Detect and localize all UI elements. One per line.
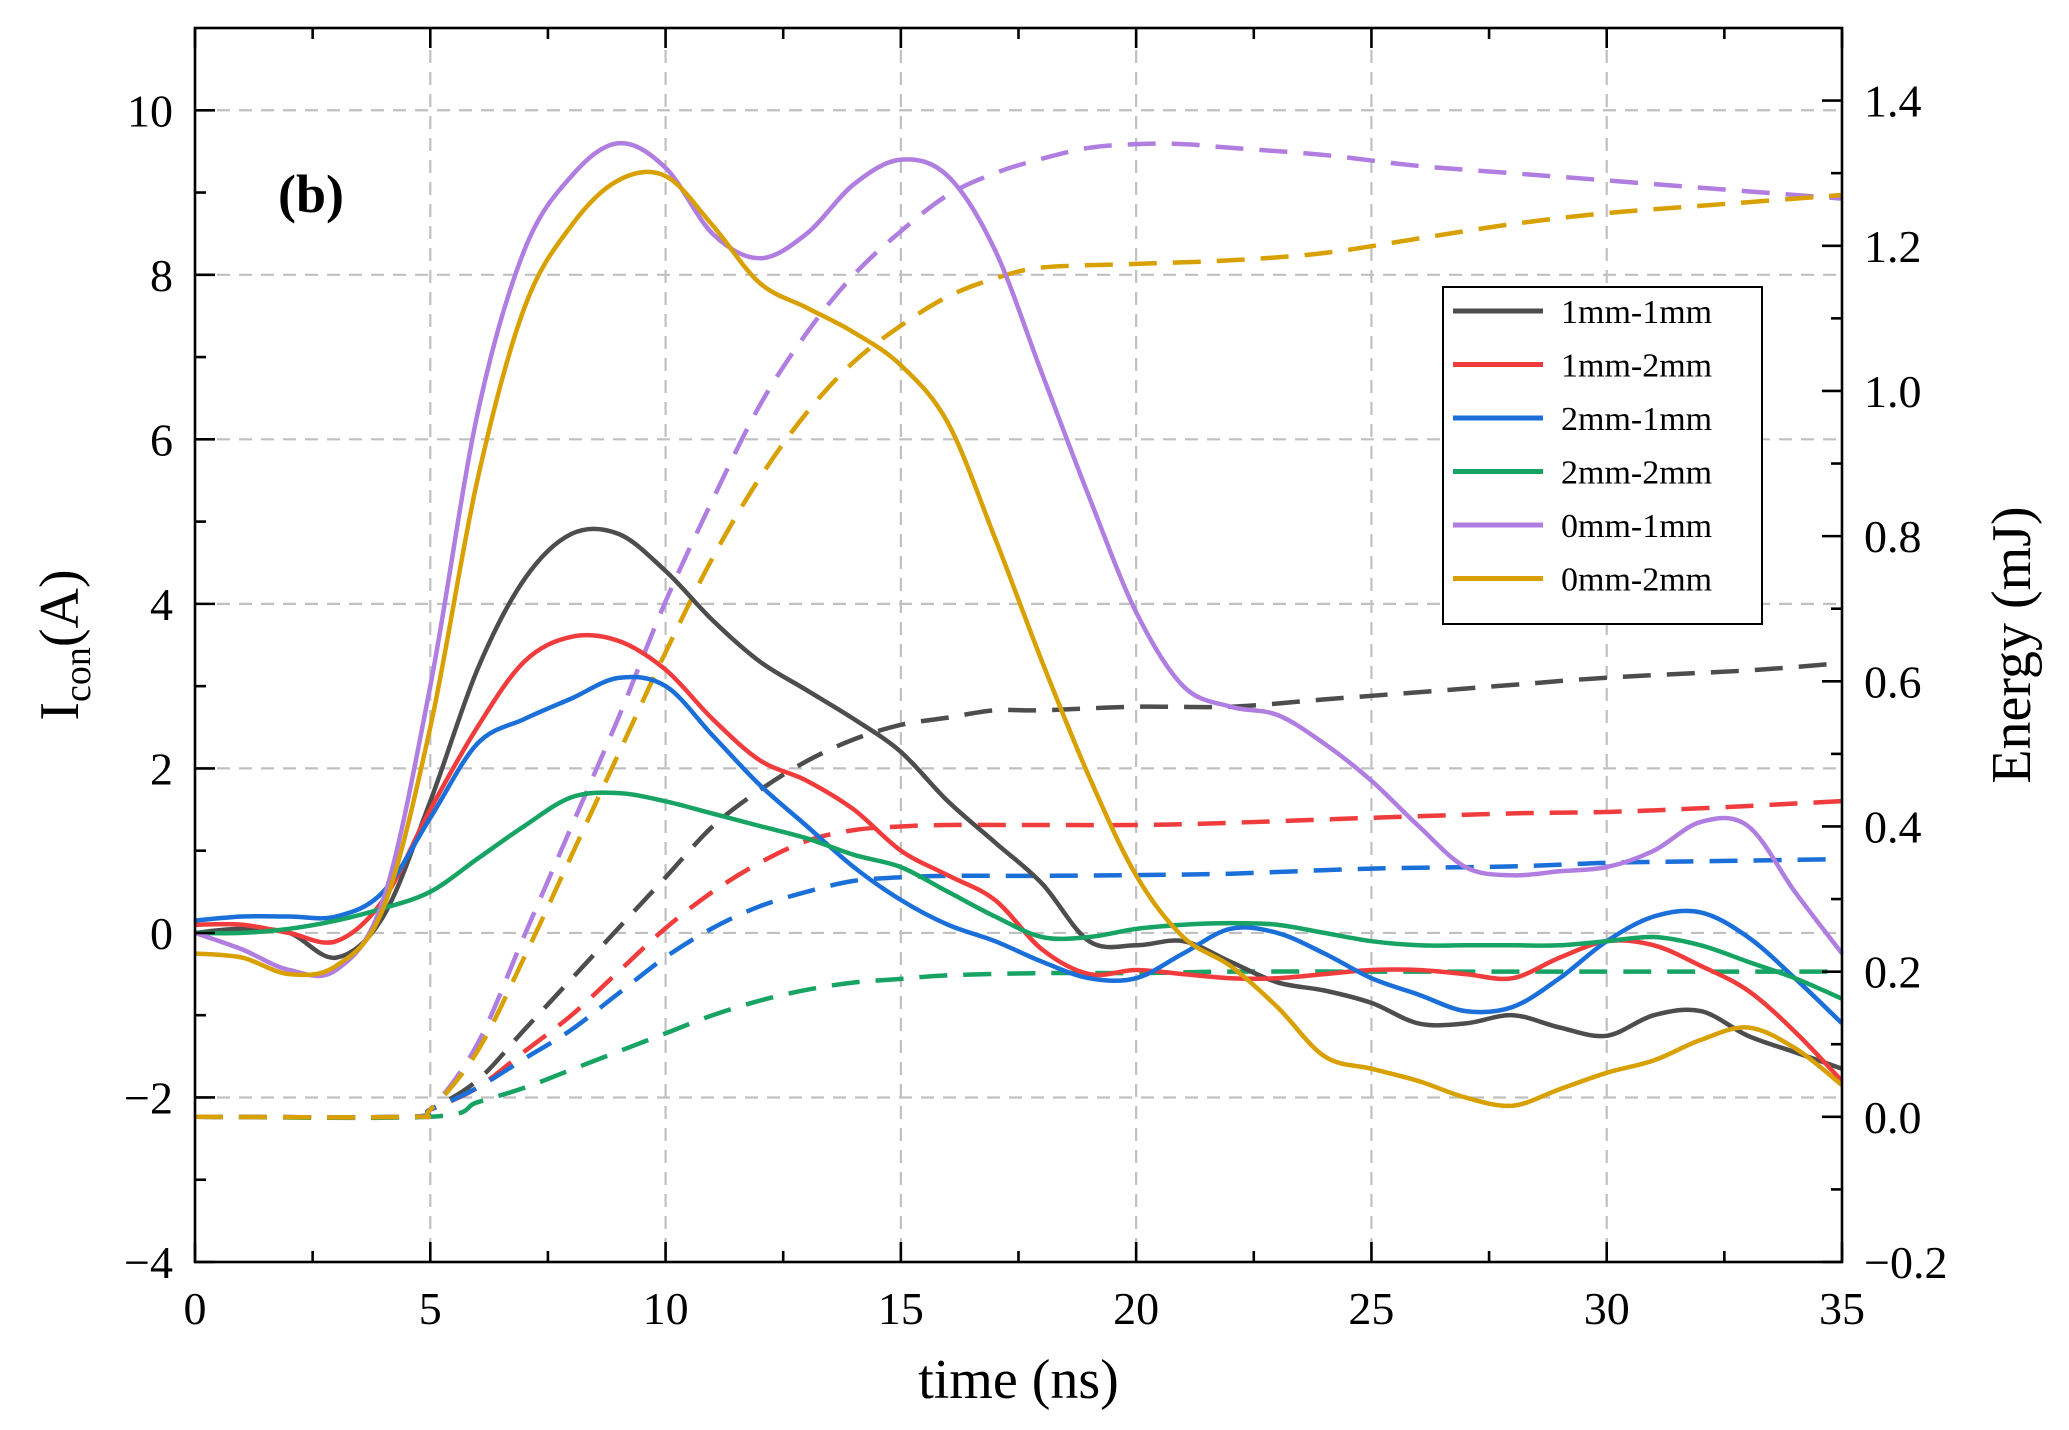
current-series-group (194, 140, 1844, 1109)
current-line-2mm-2mm (194, 790, 1843, 1001)
y-axis-title-unit: (A) (29, 569, 91, 647)
energy-line-1mm-2mm (194, 798, 1843, 1120)
y2-tick-label: −0.2 (1864, 1237, 1947, 1288)
legend-box (1442, 286, 1763, 625)
panel-label: (b) (278, 164, 344, 224)
y2-tick-label: 0.2 (1864, 947, 1922, 998)
legend-label-2mm-2mm: 2mm-2mm (1561, 455, 1712, 492)
y-tick-label: 8 (150, 250, 173, 301)
y-tick-label: −2 (124, 1072, 173, 1123)
energy-line-0mm-1mm (194, 141, 1843, 1120)
legend-items: 1mm-1mm 1mm-2mm 2mm-1mm 2mm-2mm 0mm-1mm 0mm-2… (1453, 294, 1712, 599)
y-axis-title-main: I (29, 702, 91, 721)
x-tick-label: 35 (1819, 1283, 1865, 1334)
energy-line-2mm-2mm (194, 969, 1842, 1121)
x-tick-label: 30 (1584, 1283, 1630, 1334)
current-line-1mm-1mm (194, 526, 1843, 1071)
y-tick-label: 10 (127, 85, 173, 136)
x-tick-label: 0 (184, 1283, 207, 1334)
y-tick-label: −4 (124, 1237, 173, 1288)
energy-line-0mm-2mm (194, 192, 1843, 1120)
current-line-2mm-1mm (194, 674, 1844, 1026)
y-axis-title-subscript: con (57, 647, 99, 702)
y2-tick-label: 0.0 (1864, 1092, 1922, 1143)
y2-axis-title: Energy (mJ) (1981, 506, 2043, 783)
y2-tick-label: 1.4 (1864, 76, 1922, 127)
x-tick-label: 15 (878, 1283, 924, 1334)
legend: 1mm-1mm 1mm-2mm 2mm-1mm 2mm-2mm 0mm-1mm 0mm-2… (1442, 286, 1763, 625)
x-tick-label: 10 (643, 1283, 689, 1334)
current-line-0mm-2mm (194, 169, 1844, 1109)
y-tick-label: 6 (150, 414, 173, 465)
legend-label-0mm-1mm: 0mm-1mm (1561, 508, 1712, 545)
y-tick-label: 2 (150, 743, 173, 794)
y2-tick-label: 1.0 (1864, 366, 1922, 417)
x-tick-label: 20 (1113, 1283, 1159, 1334)
x-tick-label: 25 (1348, 1283, 1394, 1334)
x-tick-label: 5 (419, 1283, 442, 1334)
y-axis-title: Icon(A) (29, 569, 99, 720)
legend-label-1mm-2mm: 1mm-2mm (1561, 348, 1712, 385)
x-axis-title: time (ns) (918, 1349, 1119, 1411)
y2-tick-label: 0.8 (1864, 511, 1922, 562)
current-line-0mm-1mm (194, 140, 1844, 979)
axis-ticks (193, 28, 1844, 1264)
energy-line-1mm-1mm (194, 660, 1843, 1120)
y2-tick-label: 0.4 (1864, 801, 1922, 852)
tick-labels: 0 5 10 15 20 25 30 35 −4 −2 0 2 4 6 8 10 −0.2 0.0 0.2 0.4 0.… (124, 76, 1947, 1334)
legend-label-2mm-1mm: 2mm-1mm (1561, 401, 1712, 438)
legend-label-0mm-2mm: 0mm-2mm (1561, 562, 1712, 599)
energy-line-2mm-1mm (194, 856, 1843, 1120)
energy-series-group (194, 141, 1843, 1121)
y2-tick-label: 1.2 (1864, 221, 1922, 272)
legend-label-1mm-1mm: 1mm-1mm (1561, 294, 1712, 331)
y2-tick-label: 0.6 (1864, 656, 1922, 707)
y-tick-label: 4 (150, 579, 173, 630)
y-tick-label: 0 (150, 908, 173, 959)
current-line-1mm-2mm (194, 632, 1844, 1083)
